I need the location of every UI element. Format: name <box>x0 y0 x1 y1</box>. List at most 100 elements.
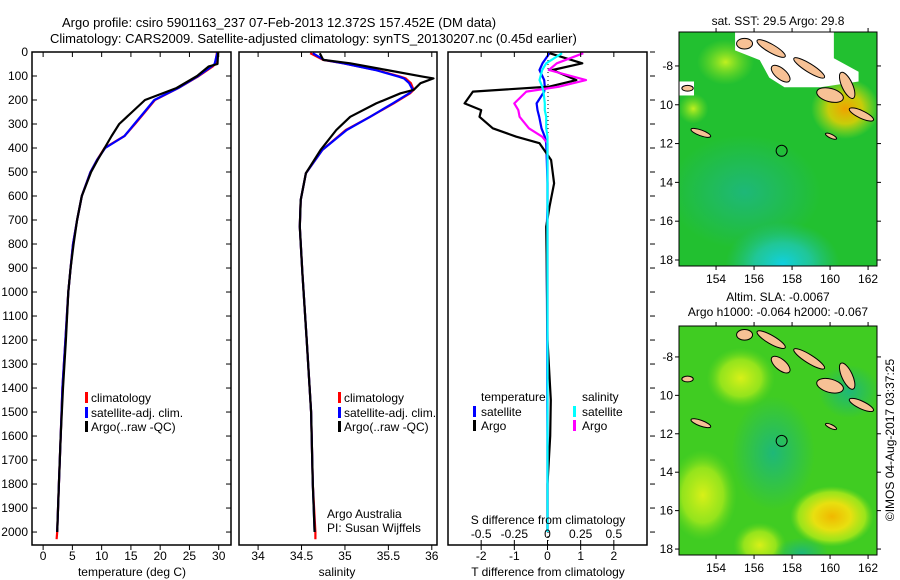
x-tick-label: 5 <box>69 549 76 563</box>
island-shape <box>816 377 844 394</box>
legend-label-climatology: climatology <box>344 391 404 405</box>
figure-title-line2: Climatology: CARS2009. Satellite-adjuste… <box>50 31 577 46</box>
series-line-t-argo <box>463 52 584 532</box>
series-line-argo-raw-qc- <box>56 51 220 533</box>
island-shape <box>824 422 838 431</box>
t-difference-xlabel: T difference from climatology <box>471 565 625 579</box>
lat-tick-label: 10 <box>660 98 674 112</box>
island-shape <box>848 397 875 413</box>
depth-tick-label: 1200 <box>1 333 28 347</box>
difference-panel: -2 -1 0 1 2 -0.5 -0.25 0 0.25 0.5 S difference fr… <box>447 51 655 579</box>
cool-sst-region <box>679 135 821 250</box>
sla-map-subtitle: Argo h1000: -0.064 h2000: -0.067 <box>688 305 868 319</box>
lat-tick-label: 18 <box>660 542 674 556</box>
argo-float-location-marker <box>775 434 788 447</box>
depth-tick-label: 1000 <box>1 285 28 299</box>
lon-tick-label: 160 <box>820 561 840 575</box>
lat-tick-label: 14 <box>660 465 674 479</box>
depth-tick-label: 100 <box>8 69 28 83</box>
series-line-s-argo <box>513 52 588 532</box>
legend-swatch-satellite <box>85 407 88 418</box>
legend-swatch-t-satellite <box>473 406 476 417</box>
series-line-satellite-adj-clim- <box>298 52 414 533</box>
depth-tick-label: 1600 <box>1 429 28 443</box>
lon-tick-label: 156 <box>744 561 764 575</box>
x-tick-label: 2 <box>610 549 617 563</box>
x-tick-label: 34 <box>251 549 265 563</box>
island-shape <box>736 329 754 341</box>
island-shape <box>793 348 826 370</box>
series-line-climatology <box>298 52 415 540</box>
depth-tick-label: 900 <box>8 261 28 275</box>
temperature-panel: 0 5 10 15 20 25 30 temperature (deg C) climato… <box>31 51 232 579</box>
island-shape <box>848 107 875 122</box>
lat-tick-label: -8 <box>662 59 673 73</box>
x-tick-label: 35 <box>338 549 352 563</box>
series-line-argo-raw-qc- <box>298 52 435 533</box>
x-tick-label: 34.5 <box>290 549 314 563</box>
island-shape <box>690 418 712 429</box>
depth-tick-label: 700 <box>8 213 28 227</box>
s-tick-label: -0.25 <box>501 527 529 541</box>
legend-heading-temperature: temperature <box>481 390 546 404</box>
cold-sst-region <box>725 222 840 266</box>
depth-tick-label: 1100 <box>2 309 28 323</box>
island-shape <box>690 127 712 138</box>
sla-map-frame <box>678 325 878 556</box>
salinity-plot-frame <box>238 51 438 546</box>
s-tick-label: 0.5 <box>605 527 622 541</box>
legend-swatch-satellite <box>338 407 341 418</box>
legend-label-argo: Argo(..raw -QC) <box>344 420 429 434</box>
legend-swatch-argo <box>85 421 88 432</box>
legend-swatch-climatology <box>338 392 341 403</box>
depth-tick-label: 400 <box>8 141 28 155</box>
salinity-legend: climatology satellite-adj. clim. Argo(..… <box>338 391 436 434</box>
lon-tick-label: 162 <box>858 272 878 286</box>
series-line-satellite-adj-clim- <box>56 51 219 533</box>
sst-map-frame <box>678 31 878 267</box>
positive-sla-region <box>733 522 787 555</box>
lon-tick-label: 154 <box>706 561 726 575</box>
x-tick-label: 0 <box>544 549 551 563</box>
series-line-climatology <box>55 51 219 540</box>
island-shape <box>736 37 754 50</box>
depth-tick-label: 500 <box>8 165 28 179</box>
sla-map: Altim. SLA: -0.0067 Argo h1000: -0.064 h… <box>660 290 881 575</box>
series-line-s-satellite <box>538 52 563 532</box>
temperature-plot-frame <box>31 51 232 546</box>
island-shape <box>838 71 856 99</box>
high-sla-region <box>790 485 874 547</box>
legend-swatch-t-argo <box>473 420 476 431</box>
salinity-xlabel: salinity <box>319 565 356 579</box>
lat-tick-label: -8 <box>662 350 673 364</box>
positive-sla-region <box>706 347 775 409</box>
imos-timestamp: ©IMOS 04-Aug-2017 03:37:25 <box>883 359 897 522</box>
depth-tick-label: 600 <box>8 189 28 203</box>
difference-legend: temperature satellite Argo salinity sate… <box>473 390 623 433</box>
legend-swatch-argo <box>338 421 341 432</box>
negative-sla-region <box>774 537 829 555</box>
salinity-panel: 34 34.5 35 35.5 36 salinity climatology sate… <box>238 51 439 579</box>
lat-tick-label: 12 <box>660 137 674 151</box>
legend-label-s-argo: Argo <box>582 419 608 433</box>
depth-tick-label: 2000 <box>1 525 28 539</box>
legend-label-climatology: climatology <box>91 391 151 405</box>
s-tick-label: 0 <box>544 527 551 541</box>
x-tick-label: 25 <box>183 549 197 563</box>
legend-heading-salinity: salinity <box>582 390 619 404</box>
depth-tick-label: 1900 <box>1 501 28 515</box>
lon-tick-label: 154 <box>706 272 726 286</box>
s-difference-xlabel: S difference from climatology <box>471 513 626 527</box>
x-tick-label: 36 <box>425 549 439 563</box>
lat-tick-label: 16 <box>660 214 674 228</box>
legend-label-argo: Argo(..raw -QC) <box>91 420 176 434</box>
positive-sla-region <box>679 449 737 541</box>
lon-tick-label: 162 <box>858 561 878 575</box>
legend-label-satellite: satellite-adj. clim. <box>344 406 436 420</box>
x-tick-label: -1 <box>509 549 520 563</box>
x-tick-label: 1 <box>577 549 584 563</box>
island-shape <box>770 64 791 83</box>
island-shape <box>816 87 844 103</box>
legend-label-t-argo: Argo <box>481 419 507 433</box>
